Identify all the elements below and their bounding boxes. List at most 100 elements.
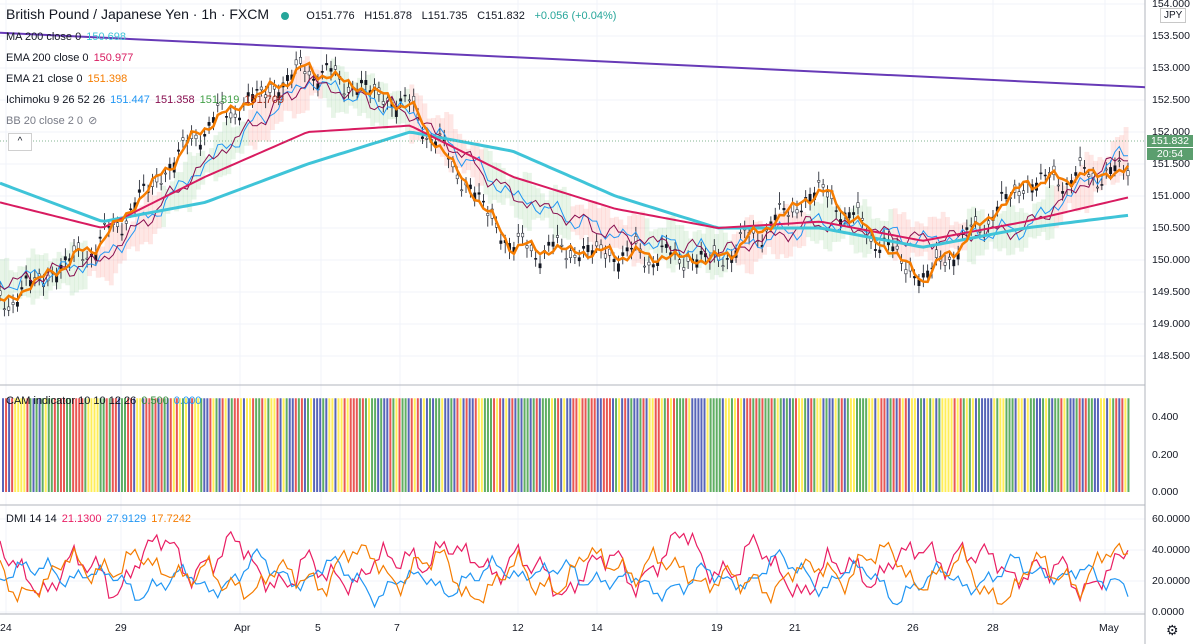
cam-bar — [1017, 398, 1020, 492]
cam-bar — [194, 398, 197, 492]
cam-bar — [544, 398, 547, 492]
candle-body — [216, 103, 220, 106]
candle-body — [1078, 157, 1082, 161]
candle-body — [647, 261, 651, 266]
cam-bar — [450, 398, 453, 492]
currency-badge[interactable]: JPY — [1160, 8, 1187, 23]
kumo-cloud-segment — [82, 240, 88, 290]
indicator-legend-bb[interactable]: BB 20 close 2 0 ⊘ — [6, 114, 102, 128]
kumo-cloud-segment — [1032, 203, 1038, 239]
kumo-cloud-segment — [479, 149, 484, 186]
settings-gear-icon[interactable]: ⚙ — [1166, 622, 1179, 638]
collapse-legend-button[interactable]: ^ — [8, 133, 32, 151]
price-tick-label: 150.000 — [1152, 254, 1190, 266]
cam-bar — [862, 398, 865, 492]
kumo-cloud-segment — [1001, 211, 1007, 249]
kumo-cloud-segment — [87, 251, 92, 277]
candle-body — [725, 258, 729, 260]
candle-body — [1126, 170, 1130, 177]
cam-bar — [127, 398, 130, 492]
candle-body — [852, 212, 856, 215]
candle-body — [1000, 191, 1004, 194]
cam-bar — [590, 398, 593, 492]
cam-bar — [737, 398, 740, 492]
cam-bar — [575, 398, 578, 492]
kumo-cloud-segment — [888, 209, 894, 258]
candle-body — [264, 94, 268, 99]
cam-bar — [1087, 398, 1090, 492]
dmi-legend[interactable]: DMI 14 14 21.1300 27.9129 17.7242 — [6, 512, 196, 526]
candle-body — [778, 203, 782, 205]
cam-bar — [651, 398, 654, 492]
cam-legend[interactable]: CAM indicator 10 10 12 26 0.500 0.000 — [6, 394, 206, 408]
cam-bar — [1100, 398, 1102, 492]
candle-body — [603, 253, 607, 259]
indicator-value: 0.000 — [173, 395, 202, 407]
cam-bar — [160, 398, 163, 492]
candle-body — [438, 133, 442, 136]
cam-bar — [642, 398, 645, 492]
kumo-cloud-segment — [561, 186, 567, 239]
candle-body — [364, 79, 368, 85]
candle-body — [625, 247, 629, 252]
candle-body — [329, 68, 333, 72]
cam-bar — [380, 398, 383, 492]
cam-bar — [270, 398, 273, 492]
kumo-cloud-segment — [661, 227, 667, 260]
cam-bar — [831, 398, 834, 492]
cam-bar — [849, 398, 852, 492]
candle-body — [407, 99, 411, 102]
ma200-line — [0, 130, 1129, 249]
cam-bar — [23, 398, 26, 492]
candle-body — [246, 92, 250, 97]
cam-bar — [587, 398, 590, 492]
cam-bar — [950, 398, 953, 492]
cam-bar — [383, 398, 386, 492]
time-tick-label: 21 — [789, 622, 801, 634]
candle-body — [660, 245, 664, 248]
candle-body — [534, 258, 538, 260]
kumo-cloud-segment — [100, 246, 106, 278]
cam-bar — [621, 398, 624, 492]
cam-bar — [1075, 398, 1078, 492]
cam-bar — [1124, 398, 1127, 492]
cam-bar — [746, 398, 749, 492]
cam-bar — [1042, 398, 1045, 492]
cam-bar — [374, 398, 377, 492]
cam-bar — [483, 398, 486, 492]
cam-bar — [32, 398, 35, 492]
trendline[interactable] — [0, 31, 1146, 89]
kumo-cloud-segment — [461, 139, 467, 174]
candle-body — [1017, 191, 1021, 196]
candle-body — [1061, 191, 1065, 194]
candle-body — [721, 265, 725, 267]
kumo-cloud-segment — [213, 135, 219, 182]
candle-body — [586, 244, 590, 253]
symbol-title[interactable]: British Pound / Japanese Yen · 1h · FXCM — [6, 6, 270, 22]
hidden-eye-icon[interactable]: ⊘ — [88, 115, 98, 127]
cam-bar — [157, 398, 160, 492]
kumo-cloud-segment — [309, 66, 315, 96]
kumo-cloud-segment — [291, 70, 297, 119]
indicator-legend-ichimoku[interactable]: Ichimoku 9 26 52 26 151.447 151.358 151.819… — [6, 93, 289, 107]
cam-bar — [352, 398, 355, 492]
kumo-cloud-segment — [135, 208, 140, 252]
cam-bar — [1005, 398, 1008, 492]
cam-bar — [255, 398, 258, 492]
cam-bar — [532, 398, 535, 492]
cam-bar — [249, 398, 252, 492]
cam-bar — [770, 398, 773, 492]
indicator-legend-ma200[interactable]: MA 200 close 0 150.698 — [6, 30, 131, 44]
cam-bar — [953, 398, 956, 492]
cam-bar — [102, 398, 105, 492]
indicator-legend-ema200[interactable]: EMA 200 close 0 150.977 — [6, 51, 138, 65]
cam-bar — [974, 398, 977, 492]
indicator-legend-ema21[interactable]: EMA 21 close 0 151.398 — [6, 72, 132, 86]
candle-body — [307, 70, 311, 76]
kumo-cloud-segment — [195, 152, 201, 190]
cam-bar — [721, 398, 724, 492]
cam-bar — [203, 398, 206, 492]
cam-bar — [648, 398, 651, 492]
candle-body — [225, 116, 228, 118]
